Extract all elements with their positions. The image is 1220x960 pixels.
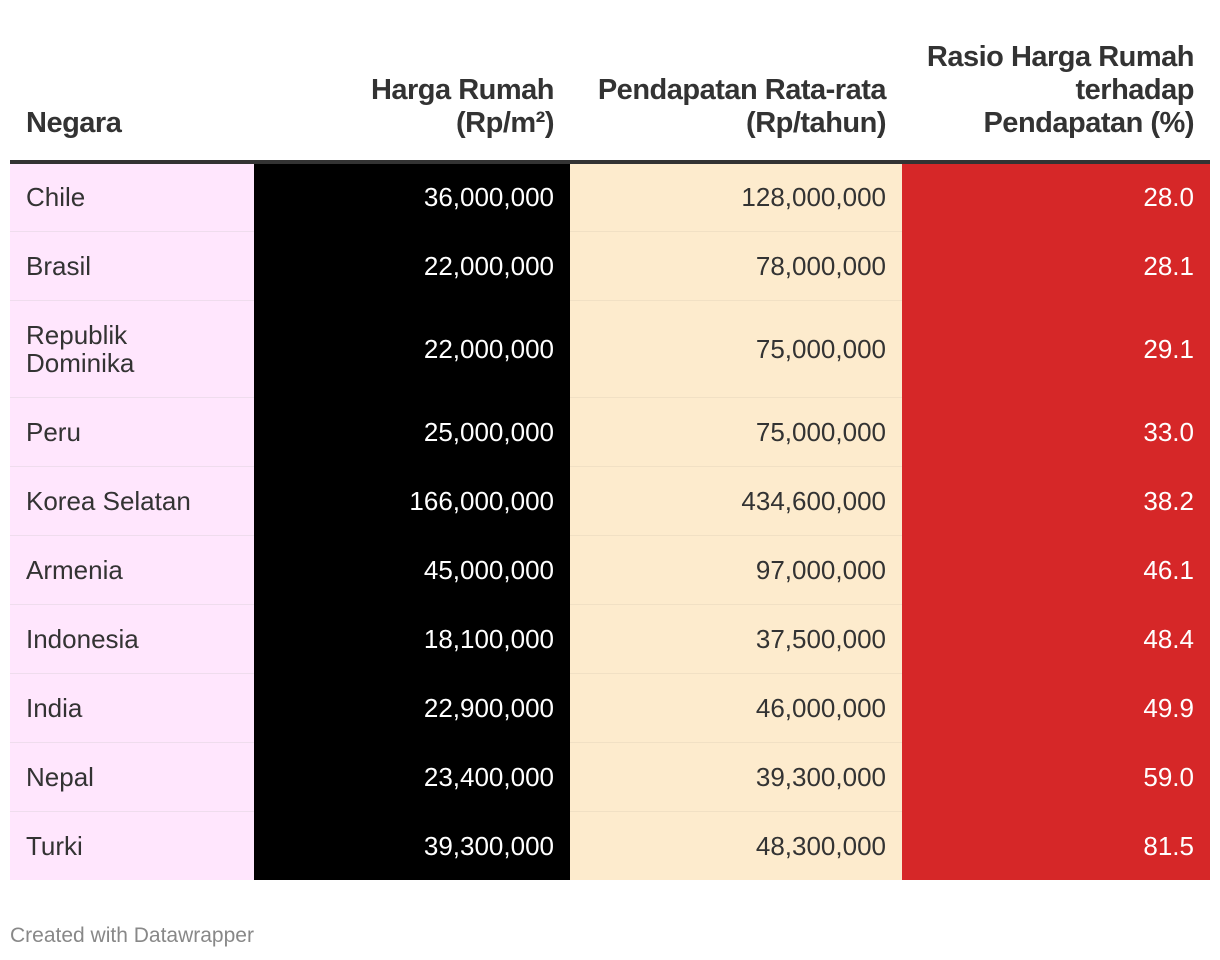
table-row: Korea Selatan 166,000,000 434,600,000 38.2 xyxy=(10,466,1210,536)
cell-country: Turki xyxy=(10,811,254,880)
cell-average-income: 46,000,000 xyxy=(570,673,902,743)
cell-country: Brasil xyxy=(10,231,254,301)
cell-price-income-ratio: 28.0 xyxy=(902,162,1210,232)
cell-price-income-ratio: 48.4 xyxy=(902,604,1210,674)
cell-country: Armenia xyxy=(10,535,254,605)
cell-average-income: 39,300,000 xyxy=(570,742,902,812)
cell-price-income-ratio: 38.2 xyxy=(902,466,1210,536)
cell-country: India xyxy=(10,673,254,743)
cell-price-income-ratio: 81.5 xyxy=(902,811,1210,880)
table-body: Chile 36,000,000 128,000,000 28.0 Brasil 22,0… xyxy=(10,162,1210,880)
cell-house-price: 18,100,000 xyxy=(254,604,570,674)
table-row: Chile 36,000,000 128,000,000 28.0 xyxy=(10,162,1210,232)
footer-credit: Created with Datawrapper xyxy=(10,924,254,947)
header-average-income[interactable]: Pendapatan Rata-rata (Rp/tahun) xyxy=(570,0,902,164)
cell-house-price: 45,000,000 xyxy=(254,535,570,605)
cell-price-income-ratio: 46.1 xyxy=(902,535,1210,605)
cell-price-income-ratio: 59.0 xyxy=(902,742,1210,812)
table-row: India 22,900,000 46,000,000 49.9 xyxy=(10,673,1210,743)
data-table-container: Negara Harga Rumah (Rp/m²) Pendapatan Ra… xyxy=(10,0,1210,880)
cell-price-income-ratio: 28.1 xyxy=(902,231,1210,301)
table-row: Indonesia 18,100,000 37,500,000 48.4 xyxy=(10,604,1210,674)
cell-country: Korea Selatan xyxy=(10,466,254,536)
header-price-income-ratio[interactable]: Rasio Harga Rumah terhadap Pendapatan (%… xyxy=(902,0,1210,164)
cell-house-price: 22,000,000 xyxy=(254,300,570,398)
cell-country: Republik Dominika xyxy=(10,300,254,398)
cell-house-price: 36,000,000 xyxy=(254,162,570,232)
cell-house-price: 23,400,000 xyxy=(254,742,570,812)
cell-price-income-ratio: 49.9 xyxy=(902,673,1210,743)
cell-average-income: 97,000,000 xyxy=(570,535,902,605)
cell-house-price: 166,000,000 xyxy=(254,466,570,536)
table-row: Turki 39,300,000 48,300,000 81.5 xyxy=(10,811,1210,880)
cell-country: Indonesia xyxy=(10,604,254,674)
cell-house-price: 39,300,000 xyxy=(254,811,570,880)
cell-average-income: 37,500,000 xyxy=(570,604,902,674)
table-row: Brasil 22,000,000 78,000,000 28.1 xyxy=(10,231,1210,301)
table-row: Republik Dominika 22,000,000 75,000,000 29.… xyxy=(10,300,1210,398)
cell-average-income: 75,000,000 xyxy=(570,300,902,398)
table-row: Armenia 45,000,000 97,000,000 46.1 xyxy=(10,535,1210,605)
header-country[interactable]: Negara xyxy=(10,0,254,164)
table-row: Peru 25,000,000 75,000,000 33.0 xyxy=(10,397,1210,467)
cell-house-price: 25,000,000 xyxy=(254,397,570,467)
cell-average-income: 128,000,000 xyxy=(570,162,902,232)
cell-country: Peru xyxy=(10,397,254,467)
cell-house-price: 22,000,000 xyxy=(254,231,570,301)
header-row: Negara Harga Rumah (Rp/m²) Pendapatan Ra… xyxy=(10,0,1210,164)
cell-average-income: 434,600,000 xyxy=(570,466,902,536)
table-row: Nepal 23,400,000 39,300,000 59.0 xyxy=(10,742,1210,812)
data-table: Negara Harga Rumah (Rp/m²) Pendapatan Ra… xyxy=(10,0,1210,880)
cell-country: Nepal xyxy=(10,742,254,812)
cell-average-income: 75,000,000 xyxy=(570,397,902,467)
cell-price-income-ratio: 33.0 xyxy=(902,397,1210,467)
cell-house-price: 22,900,000 xyxy=(254,673,570,743)
header-house-price[interactable]: Harga Rumah (Rp/m²) xyxy=(254,0,570,164)
cell-country: Chile xyxy=(10,162,254,232)
cell-price-income-ratio: 29.1 xyxy=(902,300,1210,398)
cell-average-income: 78,000,000 xyxy=(570,231,902,301)
cell-average-income: 48,300,000 xyxy=(570,811,902,880)
